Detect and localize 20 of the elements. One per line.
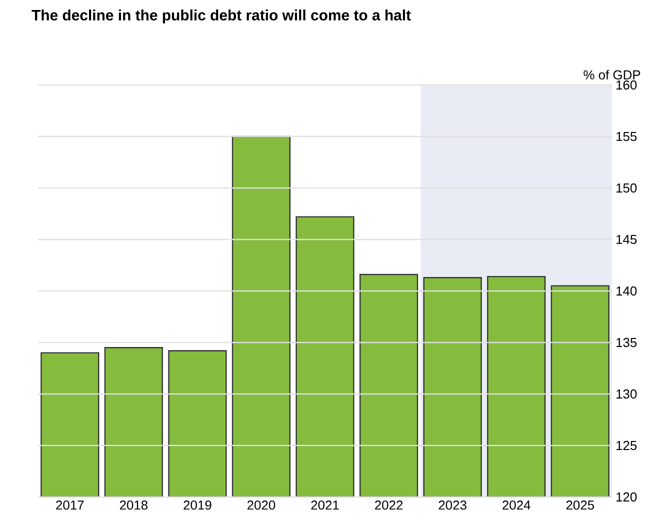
y-axis-title: % of GDP bbox=[584, 70, 640, 80]
y-tick-label: 125 bbox=[616, 440, 637, 450]
y-tick-label: 140 bbox=[616, 286, 637, 296]
y-tick-label: 145 bbox=[616, 234, 637, 244]
y-tick-label: 120 bbox=[616, 492, 637, 502]
x-tick-label: 2023 bbox=[438, 500, 466, 510]
x-tick-label: 2019 bbox=[184, 500, 212, 510]
x-tick-label: 2017 bbox=[56, 500, 84, 510]
y-tick-label: 160 bbox=[616, 80, 637, 90]
x-tick-label: 2020 bbox=[247, 500, 276, 510]
x-tick-label: 2022 bbox=[375, 500, 403, 510]
chart-title: The decline in the public debt ratio will come to a halt bbox=[32, 10, 411, 24]
y-tick-label: 130 bbox=[616, 389, 637, 399]
y-tick-label: 150 bbox=[616, 183, 637, 193]
x-tick-label: 2018 bbox=[120, 500, 148, 510]
x-tick-label: 2025 bbox=[566, 500, 594, 510]
y-tick-label: 135 bbox=[616, 338, 637, 348]
x-tick-label: 2021 bbox=[311, 500, 339, 510]
y-tick-label: 155 bbox=[616, 132, 637, 142]
x-tick-label: 2024 bbox=[502, 500, 530, 510]
